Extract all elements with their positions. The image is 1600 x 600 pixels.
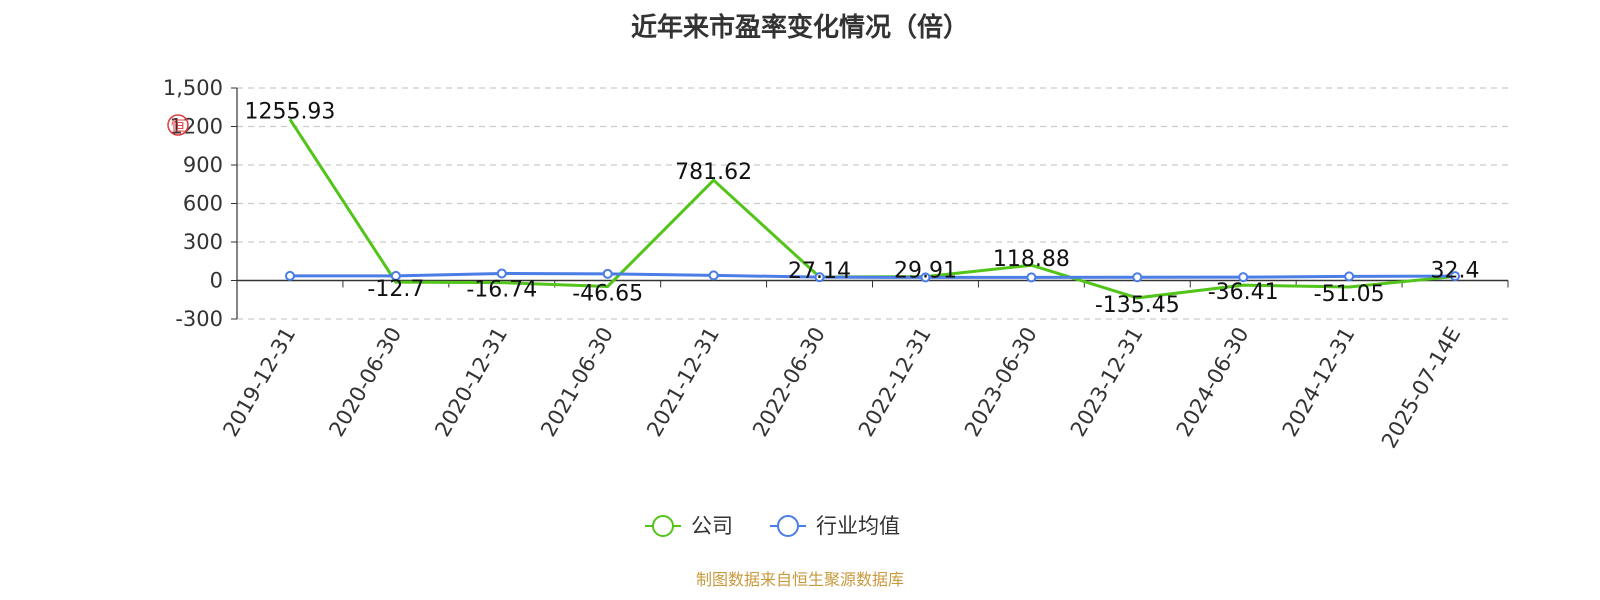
data-point-industry-average bbox=[496, 268, 507, 279]
data-point-industry-average bbox=[284, 270, 295, 281]
data-label: -51.05 bbox=[1314, 282, 1385, 307]
data-point-industry-average bbox=[390, 270, 401, 281]
data-label: -135.45 bbox=[1095, 293, 1180, 318]
legend-label: 行业均值 bbox=[816, 514, 900, 538]
data-label: 29.91 bbox=[894, 259, 957, 284]
data-point-industry-average bbox=[920, 272, 931, 283]
data-label: -16.74 bbox=[466, 278, 537, 303]
series-layer bbox=[284, 118, 1461, 300]
data-label: -36.41 bbox=[1208, 280, 1279, 305]
data-label: 118.88 bbox=[993, 247, 1070, 272]
x-tick-label: 2021-12-31 bbox=[642, 323, 724, 441]
x-axis-ticks: 2019-12-31 2020-06-30 2020-12-31 2021-06-30… bbox=[218, 323, 1465, 452]
data-label: 27.14 bbox=[788, 259, 851, 284]
grid-lines bbox=[237, 87, 1508, 320]
y-tick-label: 300 bbox=[183, 230, 223, 254]
axes bbox=[231, 87, 1509, 320]
data-point-industry-average bbox=[1238, 272, 1249, 283]
y-tick-label: -300 bbox=[175, 307, 223, 331]
x-tick-label: 2022-12-31 bbox=[854, 323, 936, 441]
svg-text:恒: 恒 bbox=[171, 119, 185, 135]
x-tick-label: 2024-06-30 bbox=[1172, 323, 1254, 441]
data-labels: 1255.93 -12.7 -16.74 -46.65 781.62 27.14 29.91… bbox=[244, 99, 1479, 318]
y-tick-label: 900 bbox=[183, 153, 223, 177]
x-tick-label: 2019-12-31 bbox=[218, 323, 300, 441]
y-tick-label: 1,500 bbox=[163, 76, 223, 100]
data-point-industry-average bbox=[814, 272, 825, 283]
data-label: -46.65 bbox=[572, 281, 643, 306]
x-tick-label: 2020-06-30 bbox=[324, 323, 406, 441]
logo-stamp-icon: 恒 bbox=[167, 114, 189, 136]
legend-marker bbox=[777, 515, 799, 537]
data-point-industry-average bbox=[1344, 271, 1355, 282]
data-label: 781.62 bbox=[675, 160, 752, 185]
series-line-company bbox=[288, 118, 1456, 300]
data-point-industry-average bbox=[708, 270, 719, 281]
x-tick-label: 2024-12-31 bbox=[1278, 323, 1360, 441]
series-line-industry-average bbox=[289, 271, 1456, 279]
chart-title: 近年来市盈率变化情况（倍） bbox=[631, 12, 969, 43]
source-note: 制图数据来自恒生聚源数据库 bbox=[696, 570, 904, 589]
data-label: -12.7 bbox=[367, 277, 424, 302]
x-tick-label: 2025-07-14E bbox=[1377, 323, 1465, 452]
x-tick-label: 2023-06-30 bbox=[960, 323, 1042, 441]
data-point-industry-average bbox=[1026, 272, 1037, 283]
legend: 公司 行业均值 bbox=[645, 514, 900, 538]
legend-label: 公司 bbox=[691, 514, 733, 538]
legend-marker bbox=[652, 515, 674, 537]
data-label: 32.4 bbox=[1431, 258, 1480, 283]
y-tick-label: 600 bbox=[183, 192, 223, 216]
x-tick-label: 2021-06-30 bbox=[536, 323, 618, 441]
x-tick-label: 2022-06-30 bbox=[748, 323, 830, 441]
data-point-industry-average bbox=[1132, 272, 1143, 283]
data-point-industry-average bbox=[1450, 271, 1461, 282]
data-point-industry-average bbox=[602, 268, 613, 279]
y-tick-label: 0 bbox=[210, 269, 223, 293]
x-tick-label: 2020-12-31 bbox=[430, 323, 512, 441]
x-tick-label: 2023-12-31 bbox=[1066, 323, 1148, 441]
data-label: 1255.93 bbox=[244, 99, 335, 124]
